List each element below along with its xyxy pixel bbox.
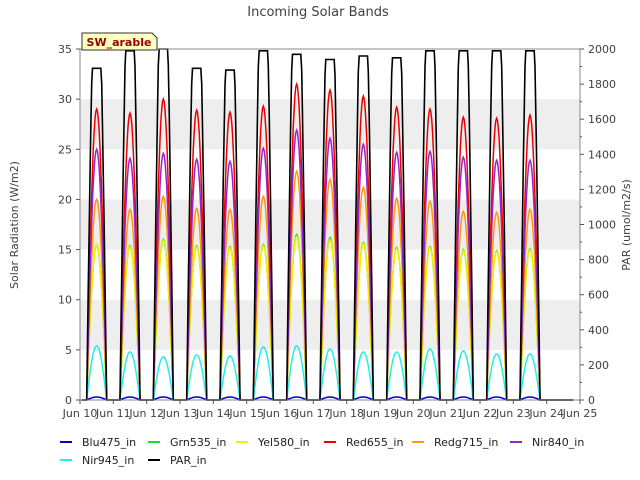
left-tick-label: 0 <box>65 394 72 407</box>
right-tick-label: 600 <box>588 289 609 302</box>
legend-label-grn535-in: Grn535_in <box>170 436 226 449</box>
legend-label-yel580-in: Yel580_in <box>257 436 310 449</box>
grid-bands <box>80 99 580 350</box>
grid-band <box>80 99 580 150</box>
x-tick-label: Jun 12 <box>128 407 164 420</box>
x-tick-label: Jun 16 <box>262 407 298 420</box>
left-tick-label: 35 <box>58 43 72 56</box>
legend-label-nir945-in: Nir945_in <box>82 454 134 467</box>
site-label-box: SW_arable <box>81 32 158 51</box>
left-tick-label: 25 <box>58 143 72 156</box>
left-axis-label: Solar Radiation (W/m2) <box>8 161 21 289</box>
x-tick-label: Jun 20 <box>395 407 431 420</box>
left-tick-label: 5 <box>65 344 72 357</box>
right-tick-label: 400 <box>588 324 609 337</box>
legend-label-blu475-in: Blu475_in <box>82 436 136 449</box>
left-tick-label: 30 <box>58 93 72 106</box>
x-tick-label: Jun 17 <box>295 407 331 420</box>
right-tick-label: 1800 <box>588 78 616 91</box>
x-tick-label: Jun 23 <box>495 407 531 420</box>
right-tick-label: 200 <box>588 359 609 372</box>
legend-label-redg715-in: Redg715_in <box>434 436 498 449</box>
x-tick-label: Jun 24 <box>528 407 564 420</box>
legend-label-par-in: PAR_in <box>170 454 207 467</box>
legend-label-red655-in: Red655_in <box>346 436 403 449</box>
right-tick-label: 800 <box>588 254 609 267</box>
legend: Blu475_in Grn535_in Yel580_in Red655_in Redg… <box>60 436 584 467</box>
grid-band <box>80 299 580 350</box>
left-tick-label: 10 <box>58 294 72 307</box>
left-tick-label: 20 <box>58 193 72 206</box>
right-tick-label: 0 <box>588 394 595 407</box>
left-y-axis: 0 5 10 15 20 25 30 35 <box>58 43 80 407</box>
x-tick-label: Jun 13 <box>162 407 198 420</box>
x-tick-label: Jun 18 <box>328 407 364 420</box>
x-tick-label: Jun 22 <box>462 407 498 420</box>
right-tick-label: 1400 <box>588 148 616 161</box>
x-tick-label: Jun 11 <box>95 407 131 420</box>
chart-title: Incoming Solar Bands <box>247 5 389 20</box>
x-tick-label: Jun 14 <box>195 407 231 420</box>
right-axis-label: PAR (umol/m2/s) <box>620 179 633 271</box>
x-tick-label: Jun 19 <box>362 407 398 420</box>
right-tick-label: 2000 <box>588 43 616 56</box>
legend-label-nir840-in: Nir840_in <box>532 436 584 449</box>
right-tick-label: 1200 <box>588 183 616 196</box>
x-tick-label: Jun 10 <box>62 407 98 420</box>
right-y-axis: 0 200 400 600 800 1000 1200 1400 1600 1800 2000 <box>580 43 616 407</box>
right-tick-label: 1600 <box>588 113 616 126</box>
site-label: SW_arable <box>87 36 152 49</box>
left-tick-label: 15 <box>58 244 72 257</box>
x-tick-label: Jun 25 <box>562 407 598 420</box>
right-tick-label: 1000 <box>588 219 616 232</box>
x-tick-label: Jun 21 <box>428 407 464 420</box>
x-tick-label: Jun 15 <box>228 407 264 420</box>
